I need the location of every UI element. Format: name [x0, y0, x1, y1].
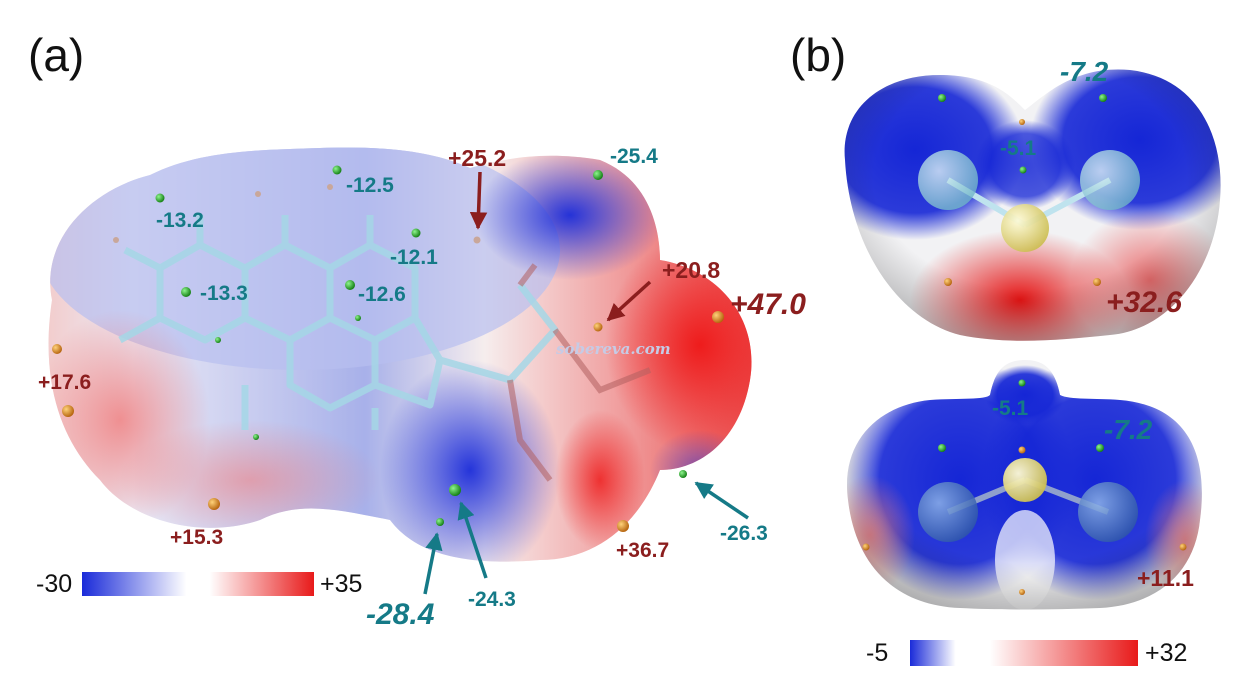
- colorbar-a-max: +35: [320, 570, 363, 598]
- max-marker: [52, 344, 62, 354]
- arrow: [606, 280, 652, 322]
- max-marker: [208, 498, 220, 510]
- panel-b-bottom: [846, 360, 1202, 666]
- min-marker: [1018, 379, 1026, 387]
- cl-atom: [918, 482, 978, 542]
- min-marker: [181, 287, 191, 297]
- max-marker: [712, 311, 724, 323]
- max-marker: [1179, 543, 1187, 551]
- value-label: -13.2: [156, 209, 204, 232]
- max-marker: [113, 237, 119, 243]
- colorbar-b-max: +32: [1145, 639, 1188, 667]
- min-marker: [449, 484, 461, 496]
- value-label: +47.0: [730, 288, 806, 321]
- min-marker: [1099, 94, 1107, 102]
- max-marker: [1019, 119, 1025, 125]
- max-marker: [1093, 278, 1101, 286]
- value-label: -7.2: [1060, 56, 1109, 87]
- min-marker: [253, 434, 259, 440]
- arrows-a: [423, 171, 749, 595]
- extrema-markers-a: [52, 165, 724, 532]
- min-marker: [411, 228, 421, 238]
- cl-atom: [1078, 482, 1138, 542]
- min-marker: [355, 315, 361, 321]
- min-marker: [679, 470, 687, 478]
- min-marker: [1019, 166, 1027, 174]
- colorbar-b-min: -5: [866, 639, 889, 667]
- value-label: +17.6: [38, 371, 92, 394]
- value-label: -12.6: [358, 283, 406, 306]
- value-label: +11.1: [1137, 565, 1194, 591]
- max-marker: [1019, 589, 1025, 595]
- value-label: +25.2: [448, 145, 507, 171]
- panel-label-a: (a): [28, 29, 85, 81]
- value-label: -5.1: [992, 397, 1029, 420]
- max-marker: [862, 543, 870, 551]
- min-marker: [345, 280, 355, 290]
- value-label: +36.7: [616, 539, 670, 562]
- max-marker: [327, 184, 333, 190]
- arrow: [469, 171, 488, 230]
- value-label: -28.4: [366, 598, 435, 631]
- min-marker: [593, 170, 603, 180]
- panel-label-b: (b): [790, 29, 847, 81]
- max-marker: [255, 191, 261, 197]
- cl-atom: [1080, 150, 1140, 210]
- s-atom: [1003, 458, 1047, 502]
- value-label: -7.2: [1104, 414, 1153, 445]
- value-label: -24.3: [468, 588, 516, 611]
- surface-a: [48, 147, 752, 562]
- arrow: [694, 481, 749, 520]
- min-marker: [215, 337, 221, 343]
- value-label: -13.3: [200, 282, 248, 305]
- min-marker: [938, 444, 946, 452]
- min-marker: [155, 193, 165, 203]
- min-marker: [1096, 444, 1104, 452]
- max-marker: [944, 278, 952, 286]
- colorbar-b: [910, 640, 1138, 666]
- max-marker: [473, 236, 481, 244]
- min-marker: [436, 518, 444, 526]
- value-label: -12.1: [390, 246, 438, 269]
- s-atom: [1001, 204, 1049, 252]
- value-label: -26.3: [720, 522, 768, 545]
- colorbar-a: [82, 572, 314, 596]
- value-label: -12.5: [346, 174, 394, 197]
- min-marker: [938, 94, 946, 102]
- arrow: [423, 532, 443, 595]
- max-marker: [1018, 446, 1026, 454]
- max-marker: [62, 405, 74, 417]
- max-marker: [593, 322, 603, 332]
- cl-atom: [918, 150, 978, 210]
- panel-a: sobereva.com: [48, 147, 752, 596]
- value-label: -5.1: [1000, 137, 1037, 160]
- colorbar-a-min: -30: [36, 570, 73, 598]
- value-label: +15.3: [170, 526, 224, 549]
- max-marker: [617, 520, 629, 532]
- value-label: +32.6: [1106, 286, 1182, 319]
- min-marker: [332, 165, 342, 175]
- value-label: -25.4: [610, 145, 658, 168]
- value-label: +20.8: [662, 257, 721, 283]
- watermark-text: sobereva.com: [556, 340, 671, 358]
- watermark: sobereva.com: [556, 340, 671, 358]
- arrow: [457, 501, 488, 579]
- panel-b-top: [844, 69, 1221, 341]
